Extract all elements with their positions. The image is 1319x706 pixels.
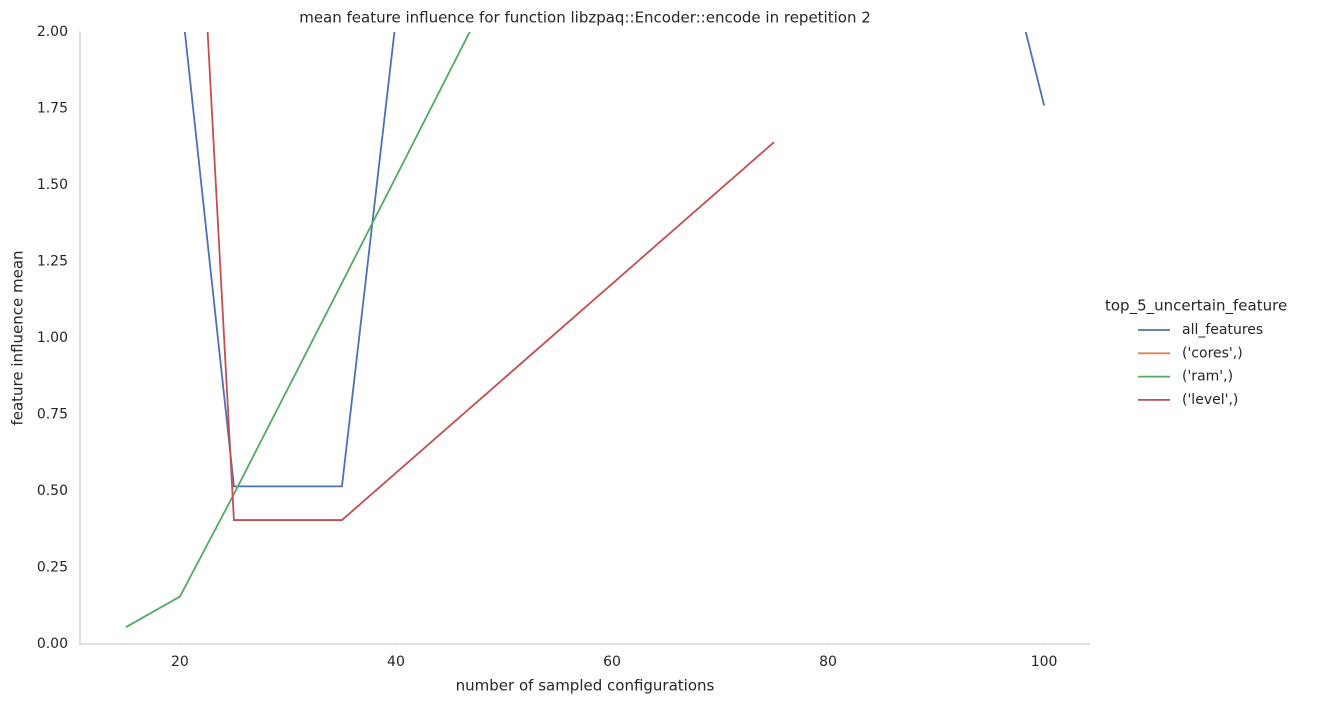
legend-label: ('level',): [1182, 392, 1238, 408]
y-tick-label: 1.25: [37, 254, 68, 270]
y-tick-label: 0.50: [37, 483, 68, 499]
x-tick-label: 80: [819, 654, 837, 670]
series-line: [183, 32, 1045, 488]
x-tick-label: 60: [603, 654, 621, 670]
legend-label: ('ram',): [1182, 369, 1233, 385]
x-tick-label: 40: [387, 654, 405, 670]
y-tick-label: 0.00: [37, 636, 68, 652]
y-tick-label: 1.50: [37, 177, 68, 193]
legend-label: all_features: [1182, 322, 1263, 338]
y-tick-label: 0.75: [37, 407, 68, 423]
y-tick-label: 0.25: [37, 560, 68, 576]
x-tick-label: 20: [171, 654, 189, 670]
legend-title: top_5_uncertain_feature: [1105, 297, 1287, 316]
y-tick-label: 1.00: [37, 330, 68, 346]
plot-area: [125, 32, 1045, 628]
y-axis-label: feature influence mean: [9, 250, 27, 425]
x-axis-label: number of sampled configurations: [456, 677, 715, 695]
y-tick-label: 2.00: [37, 24, 68, 40]
series-line: [125, 32, 471, 628]
series-line: [206, 32, 775, 521]
chart-title: mean feature influence for function libz…: [299, 9, 871, 27]
y-tick-label: 1.75: [37, 101, 68, 117]
x-tick-label: 100: [1031, 654, 1058, 670]
legend-label: ('cores',): [1182, 345, 1243, 361]
